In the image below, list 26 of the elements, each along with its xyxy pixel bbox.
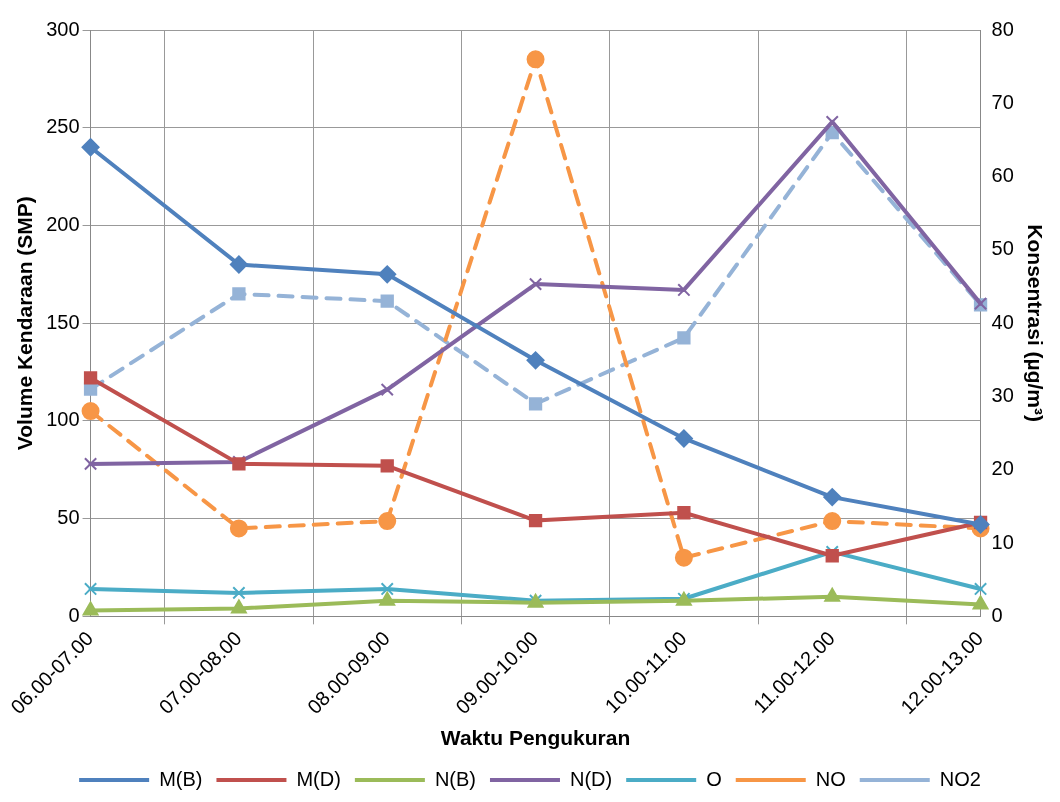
- y-tick-label: 200: [46, 212, 80, 235]
- legend-label: NO2: [939, 767, 981, 790]
- y2-tick-label: 20: [991, 457, 1014, 480]
- legend-label: NO: [815, 767, 846, 790]
- y-tick-label: 0: [68, 603, 80, 626]
- y2-tick-label: 0: [991, 603, 1003, 626]
- x-axis-title: Waktu Pengukuran: [440, 726, 631, 750]
- y-tick-label: 100: [46, 408, 80, 431]
- y2-tick-label: 40: [991, 310, 1014, 333]
- y2-tick-label: 30: [991, 383, 1014, 406]
- y2-tick-label: 60: [991, 164, 1014, 187]
- y2-tick-label: 50: [991, 237, 1014, 260]
- y-axis-title: Volume Kendaraan (SMP): [13, 196, 37, 451]
- y2-tick-label: 10: [991, 530, 1014, 553]
- legend-label: N(B): [434, 767, 476, 790]
- y2-tick-label: 80: [991, 17, 1014, 40]
- y-tick-label: 300: [46, 17, 80, 40]
- legend-label: N(D): [569, 767, 613, 790]
- y2-tick-label: 70: [991, 90, 1014, 113]
- legend-label: M(D): [296, 767, 341, 790]
- y2-axis-title: Konsentrasi (µg/m³): [1023, 224, 1047, 422]
- y-tick-label: 250: [46, 115, 80, 138]
- legend-label: O: [706, 767, 722, 790]
- legend-label: M(B): [159, 767, 203, 790]
- y-tick-label: 50: [57, 506, 80, 529]
- y-tick-label: 150: [46, 310, 80, 333]
